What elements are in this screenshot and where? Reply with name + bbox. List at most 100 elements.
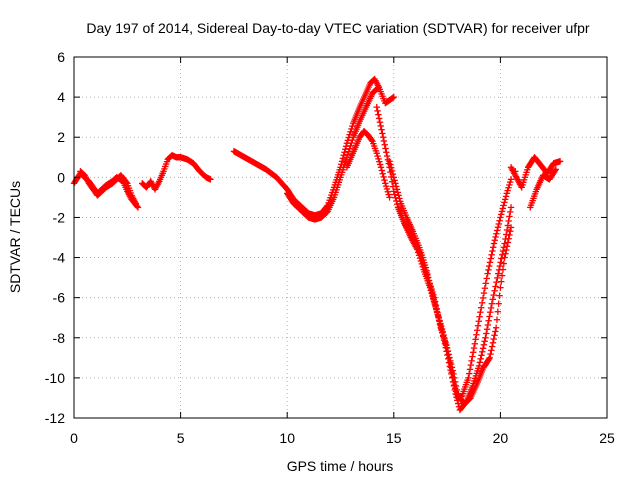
data-point <box>505 184 512 191</box>
data-point <box>469 353 476 360</box>
data-point <box>491 332 498 339</box>
data-point <box>491 287 498 294</box>
data-point <box>496 262 504 270</box>
data-point <box>489 339 497 346</box>
data-point <box>478 352 485 359</box>
data-point <box>368 136 375 144</box>
data-point <box>376 118 384 126</box>
data-point <box>468 357 475 365</box>
data-point <box>487 350 494 358</box>
data-point <box>507 176 515 183</box>
data-point <box>502 235 509 243</box>
data-point <box>483 326 491 333</box>
data-point <box>512 168 519 175</box>
x-tick-label: 20 <box>493 430 509 446</box>
data-point <box>133 203 141 210</box>
data-point <box>501 240 508 247</box>
data-point <box>373 103 380 111</box>
data-point <box>394 189 401 196</box>
data-point <box>502 193 510 200</box>
data-point <box>479 294 487 302</box>
data-point <box>381 141 388 148</box>
data-point <box>495 220 503 228</box>
data-point <box>466 366 474 373</box>
data-point <box>482 280 489 287</box>
x-tick-label: 25 <box>599 430 615 446</box>
data-point <box>480 341 488 348</box>
data-point <box>382 145 389 152</box>
data-point <box>393 186 401 193</box>
data-point <box>383 149 390 156</box>
data-point <box>495 270 502 277</box>
data-point <box>493 230 500 237</box>
data-point <box>478 304 485 311</box>
data-point <box>380 173 387 181</box>
data-point <box>467 361 475 369</box>
data-point <box>507 208 514 216</box>
data-point <box>382 180 389 187</box>
data-point <box>503 226 511 234</box>
data-point <box>474 322 482 329</box>
data-point <box>373 150 380 157</box>
data-point <box>504 222 512 229</box>
data-point <box>507 178 514 186</box>
data-point <box>383 152 391 160</box>
data-point <box>494 308 502 315</box>
data-point <box>450 378 457 386</box>
data-point <box>498 272 506 279</box>
data-point <box>348 139 355 147</box>
data-point <box>384 188 392 195</box>
data-point <box>500 202 507 209</box>
data-point <box>498 208 506 215</box>
data-point <box>485 355 493 363</box>
data-point <box>494 224 502 231</box>
data-point <box>481 338 488 345</box>
data-point <box>449 373 456 381</box>
y-tick-label: 4 <box>57 89 65 105</box>
data-point <box>500 260 508 267</box>
data-point <box>493 316 501 323</box>
x-tick-label: 15 <box>386 430 402 446</box>
data-point <box>132 200 140 207</box>
data-point <box>494 274 501 282</box>
y-tick-label: 2 <box>57 129 65 145</box>
data-point <box>470 344 478 352</box>
data-point <box>495 300 502 307</box>
data-point <box>489 296 496 303</box>
x-axis-label: GPS time / hours <box>287 458 394 474</box>
data-point <box>481 285 489 292</box>
data-point <box>374 84 382 92</box>
data-point <box>447 364 455 371</box>
data-point <box>392 183 400 190</box>
data-point <box>477 355 484 363</box>
data-point <box>486 259 494 266</box>
data-point <box>492 324 500 331</box>
data-point <box>475 362 483 370</box>
y-tick-label: -8 <box>53 330 66 346</box>
data-point <box>377 122 384 130</box>
data-point <box>479 345 487 352</box>
data-point <box>551 167 559 174</box>
data-point <box>478 299 486 307</box>
data-point <box>489 247 496 255</box>
data-point <box>480 289 488 297</box>
chart-title: Day 197 of 2014, Sidereal Day-to-day VTE… <box>86 20 590 36</box>
data-point <box>475 318 483 325</box>
data-point <box>506 181 513 189</box>
data-point <box>491 237 499 244</box>
data-point <box>473 331 480 338</box>
data-point <box>504 239 512 246</box>
data-point <box>494 227 501 234</box>
data-point <box>483 330 490 337</box>
data-point <box>375 83 383 91</box>
y-tick-label: 0 <box>57 169 65 185</box>
data-point <box>380 137 388 145</box>
data-point <box>390 93 397 101</box>
data-point <box>441 335 448 342</box>
data-point <box>490 335 497 343</box>
data-point <box>492 328 499 335</box>
data-point <box>486 262 493 270</box>
data-point <box>499 251 506 258</box>
data-point <box>375 155 382 163</box>
